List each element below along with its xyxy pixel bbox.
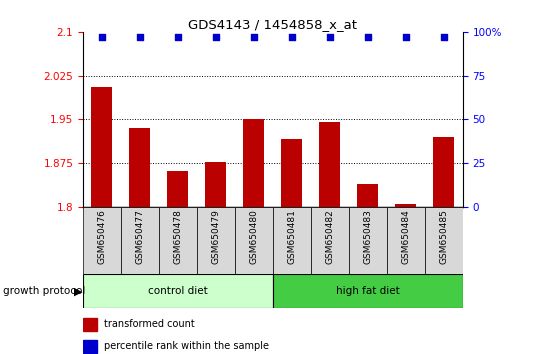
- Text: GSM650477: GSM650477: [135, 209, 144, 264]
- Point: [288, 34, 296, 39]
- Bar: [433, 137, 454, 207]
- Point: [97, 34, 106, 39]
- Text: GSM650481: GSM650481: [287, 209, 296, 264]
- Bar: [197, 207, 235, 274]
- Bar: [83, 274, 273, 308]
- Text: GSM650479: GSM650479: [211, 209, 220, 264]
- Bar: [281, 139, 302, 207]
- Bar: [129, 128, 150, 207]
- Text: GSM650478: GSM650478: [173, 209, 182, 264]
- Bar: [205, 161, 226, 207]
- Bar: [121, 207, 159, 274]
- Bar: [243, 119, 264, 207]
- Point: [401, 34, 410, 39]
- Text: GSM650484: GSM650484: [401, 209, 410, 264]
- Point: [325, 34, 334, 39]
- Bar: [273, 274, 463, 308]
- Point: [364, 34, 372, 39]
- Point: [212, 34, 220, 39]
- Bar: [273, 207, 311, 274]
- Point: [249, 34, 258, 39]
- Bar: [91, 87, 112, 207]
- Text: ▶: ▶: [74, 286, 82, 296]
- Bar: [83, 207, 121, 274]
- Text: GSM650482: GSM650482: [325, 209, 334, 264]
- Bar: [357, 184, 378, 207]
- Text: percentile rank within the sample: percentile rank within the sample: [104, 342, 269, 352]
- Bar: [395, 204, 416, 207]
- Text: growth protocol: growth protocol: [3, 286, 85, 296]
- Bar: [425, 207, 463, 274]
- Title: GDS4143 / 1454858_x_at: GDS4143 / 1454858_x_at: [188, 18, 357, 31]
- Bar: [159, 207, 197, 274]
- Text: GSM650485: GSM650485: [439, 209, 448, 264]
- Bar: [83, 340, 97, 353]
- Point: [440, 34, 448, 39]
- Bar: [311, 207, 349, 274]
- Text: GSM650480: GSM650480: [249, 209, 258, 264]
- Point: [135, 34, 144, 39]
- Text: control diet: control diet: [148, 286, 208, 296]
- Point: [173, 34, 182, 39]
- Bar: [83, 318, 97, 331]
- Text: GSM650476: GSM650476: [97, 209, 106, 264]
- Text: high fat diet: high fat diet: [336, 286, 400, 296]
- Bar: [349, 207, 387, 274]
- Bar: [319, 122, 340, 207]
- Text: transformed count: transformed count: [104, 319, 195, 330]
- Bar: [167, 171, 188, 207]
- Bar: [387, 207, 425, 274]
- Bar: [235, 207, 273, 274]
- Text: GSM650483: GSM650483: [363, 209, 372, 264]
